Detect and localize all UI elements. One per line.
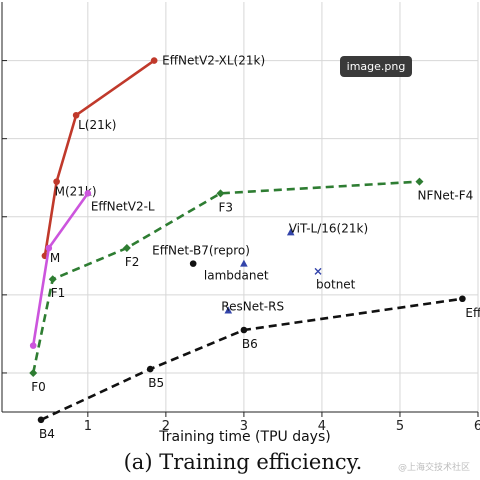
diamond-marker <box>48 275 57 284</box>
scatter-label: ResNet-RS <box>221 299 284 313</box>
data-label: NFNet-F4 <box>417 189 473 203</box>
scatter-label: ViT-L/16(21k) <box>289 221 368 235</box>
data-label: Eff <box>465 306 480 320</box>
circle-marker <box>146 365 154 373</box>
circle-marker <box>189 260 197 267</box>
circle-marker <box>459 295 466 303</box>
triangle-marker <box>240 259 248 267</box>
data-label: B5 <box>148 376 164 390</box>
triangle-marker <box>224 306 233 314</box>
scatter-layer: EffNet-B7(repro) lambdanet ViT-L/16(21k) bo… <box>152 221 368 314</box>
image-filename-badge[interactable]: image.png <box>340 56 412 77</box>
scatter-label: lambdanet <box>204 269 269 283</box>
series-efficientnet: F0 F1 F2 F3 NFNet-F4 <box>29 177 473 394</box>
series-line <box>40 297 463 421</box>
x-tick-label: 5 <box>396 419 404 434</box>
series-efficientnet-b: B4 B5 B6 Eff <box>37 295 480 441</box>
axes <box>1 2 478 413</box>
circle-marker <box>84 190 92 197</box>
data-label: L(21k) <box>78 118 116 132</box>
data-label: EffNetV2-XL(21k) <box>162 54 265 68</box>
diamond-marker <box>216 189 225 198</box>
data-label: M <box>50 251 60 265</box>
triangle-marker <box>286 228 295 236</box>
x-tick-label: 4 <box>318 419 326 434</box>
data-label: B6 <box>242 337 258 351</box>
series-line <box>31 192 89 346</box>
series-effnetv2-l: M EffNetV2-L <box>29 190 155 349</box>
x-tick-label: 6 <box>474 419 480 434</box>
data-label: F2 <box>125 255 140 269</box>
diamond-marker <box>122 244 131 252</box>
circle-marker <box>72 111 80 119</box>
watermark: @上海交技术社区 <box>398 461 470 473</box>
circle-marker <box>53 178 60 185</box>
x-marker <box>314 267 322 275</box>
circle-marker <box>29 342 37 349</box>
x-axis-label: Training time (TPU days) <box>158 429 330 445</box>
scatter-label: botnet <box>316 277 356 291</box>
data-label: F1 <box>51 286 66 300</box>
diamond-marker <box>29 368 38 377</box>
grid-lines <box>2 2 479 412</box>
x-tick-label: 2 <box>162 419 170 434</box>
circle-marker <box>37 416 45 424</box>
scatter-label: EffNet-B7(repro) <box>152 244 250 258</box>
x-tick-label: 1 <box>84 419 92 434</box>
series-layer: M(21k)L(21k)EffNetV2-XL(21k)MEffNetV2-LF… <box>29 54 480 441</box>
data-label: B4 <box>39 427 55 441</box>
series-effnetv2-xl-21k-: M(21k)L(21k)EffNetV2-XL(21k) <box>41 54 265 260</box>
diamond-marker <box>415 177 424 186</box>
data-label: EffNetV2-L <box>91 199 155 213</box>
figure-caption: (a) Training efficiency. <box>124 450 363 474</box>
x-tick-label: 3 <box>240 419 248 434</box>
circle-marker <box>150 57 158 64</box>
data-label: F0 <box>31 380 46 394</box>
circle-marker <box>45 244 53 252</box>
x-tick-labels: 1 2 3 4 5 6 <box>84 412 480 434</box>
series-line <box>43 59 155 257</box>
data-label: F3 <box>218 200 233 214</box>
circle-marker <box>240 326 248 334</box>
